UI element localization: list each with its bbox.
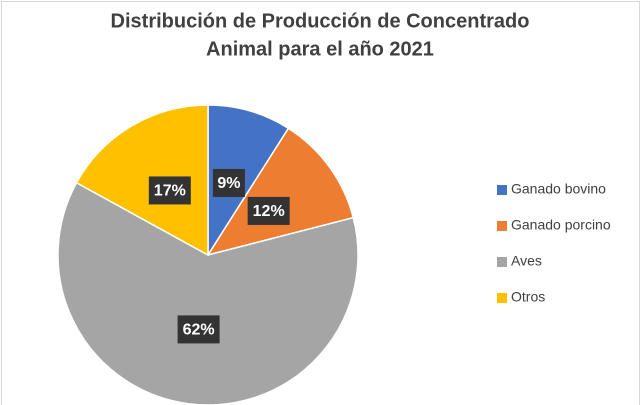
legend-swatch [497, 257, 507, 267]
data-label-box [177, 315, 220, 344]
legend-swatch [497, 293, 507, 303]
pie-slice [207, 104, 290, 258]
legend-swatch [497, 185, 507, 195]
pie-slice [57, 181, 359, 405]
data-label: 9% [217, 175, 240, 192]
legend-label: Ganado porcino [511, 217, 611, 233]
chart-title: Distribución de Producción de Concentrad… [111, 10, 530, 32]
data-label-box [212, 168, 245, 197]
data-label-box [247, 196, 290, 225]
chart-title: Animal para el año 2021 [206, 38, 434, 60]
legend-label: Aves [511, 253, 542, 269]
data-label: 62% [183, 322, 215, 339]
data-label: 12% [253, 203, 285, 220]
data-label-box [148, 176, 191, 205]
pie-slice [206, 127, 355, 257]
data-label: 17% [154, 183, 186, 200]
pie-slice [75, 104, 209, 257]
legend-swatch [497, 221, 507, 231]
legend-label: Ganado bovino [511, 181, 606, 197]
legend-label: Otros [511, 289, 545, 305]
